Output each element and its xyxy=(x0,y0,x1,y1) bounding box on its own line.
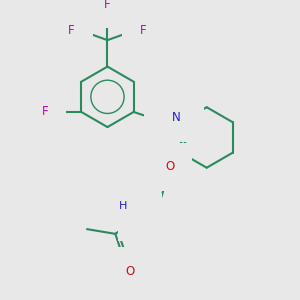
Text: N: N xyxy=(136,210,144,223)
Text: H: H xyxy=(178,105,187,115)
Text: N: N xyxy=(161,111,170,124)
Text: F: F xyxy=(42,106,49,118)
Text: F: F xyxy=(104,0,111,11)
Text: N: N xyxy=(171,111,180,124)
Text: H: H xyxy=(119,200,127,211)
Text: F: F xyxy=(140,24,147,37)
Text: O: O xyxy=(165,160,174,173)
Text: O: O xyxy=(126,265,135,278)
Text: F: F xyxy=(68,24,75,37)
